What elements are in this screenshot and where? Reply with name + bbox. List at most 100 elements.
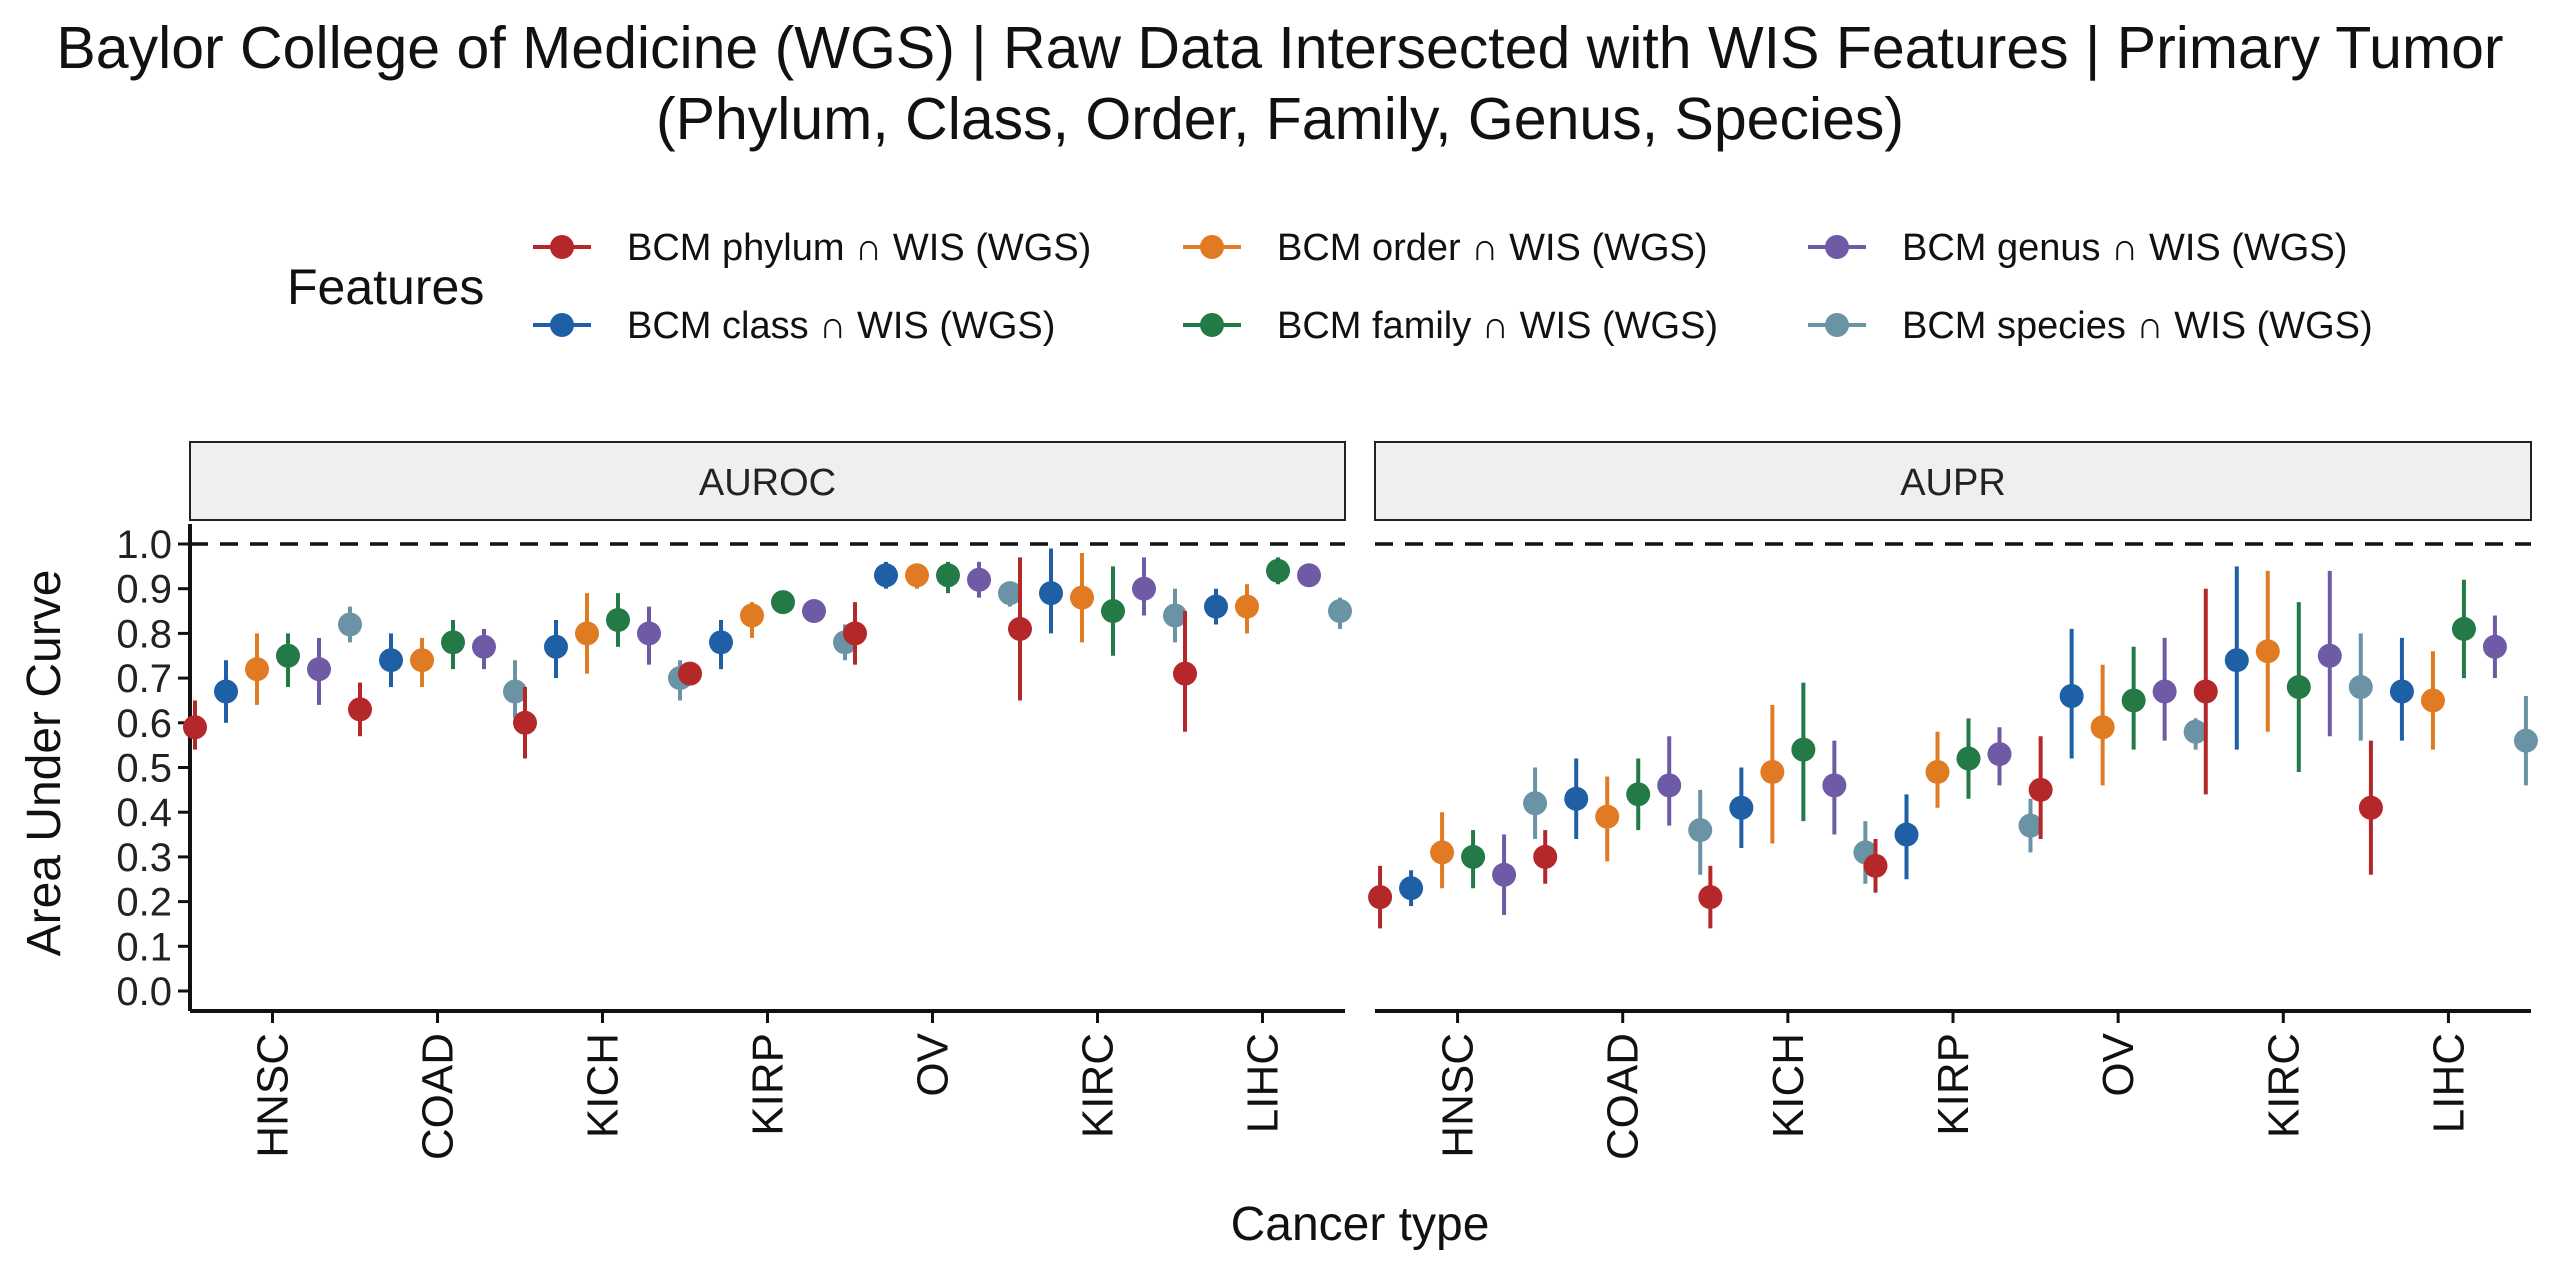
legend-label-genus: BCM genus ∩ WIS (WGS) — [1902, 227, 2347, 269]
y-tick-label: 0.2 — [116, 881, 172, 925]
point-genus-kich — [637, 621, 661, 646]
y-tick-label: 1.0 — [116, 523, 172, 567]
point-phylum-coad — [1533, 844, 1558, 869]
point-class-kich — [544, 634, 568, 659]
legend-marker-species — [1825, 313, 1849, 337]
point-order-kirc — [2255, 639, 2280, 664]
point-class-kirp — [1894, 822, 1919, 847]
point-genus-coad — [1657, 773, 1682, 798]
panel-aupr: AUPR HNSC COAD KICH KIRP OV KIRC LIHC — [1368, 441, 2538, 1160]
point-family-coad — [1626, 782, 1651, 807]
point-genus-kirp — [1987, 742, 2012, 767]
point-species-ov — [998, 581, 1022, 606]
chart-title-line1: Baylor College of Medicine (WGS) | Raw D… — [56, 15, 2503, 81]
point-family-ov — [2121, 688, 2146, 713]
point-species-hnsc — [1523, 791, 1548, 816]
strip-auroc — [189, 441, 1346, 521]
point-family-ov — [936, 563, 960, 588]
point-order-hnsc — [1430, 840, 1455, 865]
point-class-hnsc — [214, 679, 238, 704]
point-family-kich — [1791, 737, 1816, 762]
x-tick-label: KICH — [579, 1033, 628, 1138]
point-order-kirp — [740, 603, 764, 628]
point-species-lihc — [1328, 599, 1352, 624]
point-phylum-kirp — [1863, 853, 1888, 878]
point-phylum-kirc — [2193, 679, 2218, 704]
point-genus-lihc — [1297, 563, 1321, 588]
point-class-kirp — [709, 630, 733, 655]
y-tick-label: 0.1 — [116, 925, 172, 969]
point-genus-hnsc — [307, 657, 331, 682]
y-tick-label: 0.8 — [116, 612, 172, 656]
point-phylum-kich — [513, 710, 537, 735]
point-phylum-lihc — [2358, 795, 2383, 820]
point-class-kirc — [1039, 581, 1063, 606]
y-tick-label: 0.4 — [116, 791, 172, 835]
point-family-kich — [606, 607, 630, 632]
plot-panels: AUROC 0.00.10.20.30.40.50.60.70.80.91.0 HN… — [116, 441, 2538, 1160]
point-family-lihc — [2451, 616, 2476, 641]
point-class-kich — [1729, 795, 1754, 820]
point-order-kich — [575, 621, 599, 646]
point-class-kirc — [2224, 648, 2249, 673]
point-phylum-coad — [348, 697, 372, 722]
legend-title: Features — [287, 259, 484, 315]
point-order-lihc — [1235, 594, 1259, 619]
point-species-hnsc — [338, 612, 362, 637]
point-family-lihc — [1266, 558, 1290, 583]
point-order-ov — [905, 563, 929, 588]
point-phylum-ov — [2028, 777, 2053, 802]
point-class-hnsc — [1399, 876, 1424, 901]
legend-marker-class — [550, 313, 574, 337]
point-family-kirp — [771, 590, 795, 615]
legend-label-class: BCM class ∩ WIS (WGS) — [627, 305, 1055, 347]
point-family-kirc — [1101, 599, 1125, 624]
point-class-lihc — [2389, 679, 2414, 704]
y-tick-label: 0.0 — [116, 970, 172, 1014]
point-phylum-hnsc — [183, 715, 207, 740]
legend-label-order: BCM order ∩ WIS (WGS) — [1277, 227, 1708, 269]
x-tick-label: KIRC — [2259, 1033, 2308, 1138]
point-species-ov — [2183, 719, 2208, 744]
point-order-ov — [2090, 715, 2115, 740]
point-order-coad — [1595, 804, 1620, 829]
legend-marker-family — [1200, 313, 1224, 337]
point-class-coad — [379, 648, 403, 673]
point-class-lihc — [1204, 594, 1228, 619]
point-class-ov — [2059, 683, 2084, 708]
point-genus-ov — [2152, 679, 2177, 704]
point-phylum-ov — [843, 621, 867, 646]
y-tick-label: 0.6 — [116, 702, 172, 746]
legend-label-family: BCM family ∩ WIS (WGS) — [1277, 305, 1718, 347]
point-family-hnsc — [1461, 844, 1486, 869]
point-class-coad — [1564, 786, 1589, 811]
x-tick-label: LIHC — [1239, 1033, 1288, 1133]
point-genus-lihc — [2482, 634, 2507, 659]
y-tick-label: 0.9 — [116, 568, 172, 612]
x-tick-label: KICH — [1764, 1033, 1813, 1138]
strip-label: AUPR — [1900, 462, 2006, 504]
x-tick-label: KIRP — [744, 1033, 793, 1136]
point-genus-kich — [1822, 773, 1847, 798]
strip-label: AUROC — [699, 462, 836, 504]
point-genus-ov — [967, 567, 991, 592]
x-tick-label: COAD — [1599, 1033, 1648, 1160]
legend-label-phylum: BCM phylum ∩ WIS (WGS) — [627, 227, 1091, 269]
strip-aupr — [1374, 441, 2532, 521]
point-order-coad — [410, 648, 434, 673]
x-tick-label: KIRC — [1074, 1033, 1123, 1138]
legend-label-species: BCM species ∩ WIS (WGS) — [1902, 305, 2373, 347]
chart-title-line2: (Phylum, Class, Order, Family, Genus, Sp… — [656, 86, 1904, 152]
x-tick-label: KIRP — [1929, 1033, 1978, 1136]
point-phylum-kirc — [1008, 616, 1032, 641]
point-species-kirp — [2018, 813, 2043, 838]
point-order-kirp — [1925, 759, 1950, 784]
point-genus-coad — [472, 634, 496, 659]
point-genus-kirc — [2317, 643, 2342, 668]
point-genus-hnsc — [1492, 862, 1517, 887]
legend-marker-order — [1200, 235, 1224, 259]
x-tick-label: COAD — [414, 1033, 463, 1160]
x-axis-title: Cancer type — [1231, 1198, 1490, 1251]
point-family-kirp — [1956, 746, 1981, 771]
